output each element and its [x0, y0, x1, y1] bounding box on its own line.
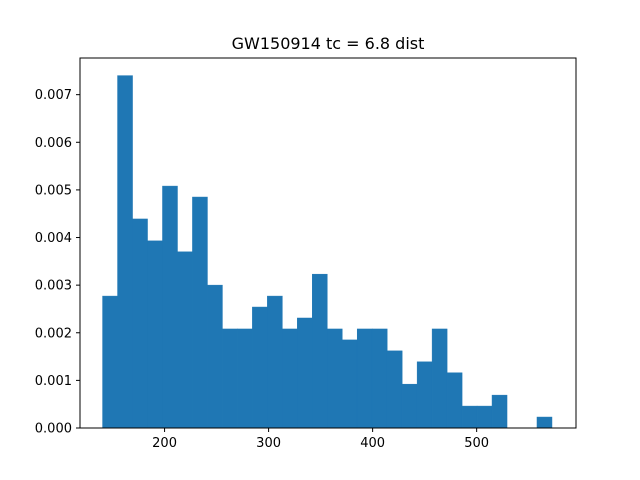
- histogram-bar: [267, 295, 283, 429]
- histogram-bar: [252, 306, 268, 429]
- histogram-bar: [476, 405, 493, 429]
- x-tick-label: 400: [360, 436, 385, 451]
- histogram-bar: [371, 328, 388, 429]
- histogram-bar: [237, 328, 253, 429]
- histogram-bar: [342, 339, 358, 429]
- histogram-bar: [312, 273, 328, 429]
- histogram-bar: [297, 317, 313, 429]
- histogram-bar: [282, 328, 298, 429]
- histogram-bar: [536, 416, 553, 429]
- histogram-bar: [192, 196, 208, 429]
- x-tick-label: 500: [464, 436, 489, 451]
- plot-area-frame: [79, 57, 577, 429]
- histogram-bar: [356, 328, 373, 429]
- histogram-bar: [401, 383, 418, 429]
- y-tick-label: 0.003: [35, 279, 72, 294]
- histogram-bar: [327, 328, 343, 429]
- histogram-bar: [491, 394, 508, 429]
- histogram-bar: [222, 328, 238, 429]
- histogram-bar: [461, 405, 478, 429]
- y-tick-label: 0.002: [35, 326, 72, 341]
- y-axis-ticks: 0.000 0.001 0.002 0.003 0.004 0.005 0.006 0.007: [35, 88, 80, 437]
- y-tick-label: 0.001: [35, 374, 72, 389]
- histogram-bar: [177, 251, 193, 429]
- histogram-bar: [162, 185, 178, 429]
- histogram-bar: [147, 240, 163, 429]
- x-tick-label: 300: [256, 436, 281, 451]
- histogram-bar: [446, 372, 463, 429]
- histogram-bars: [102, 75, 553, 429]
- histogram-bar: [416, 361, 433, 429]
- histogram-bar: [132, 218, 148, 429]
- histogram-bar: [386, 350, 403, 429]
- y-tick-label: 0.000: [35, 422, 72, 437]
- chart-title: GW150914 tc = 6.8 dist: [232, 34, 425, 53]
- histogram-bar: [207, 284, 223, 429]
- y-tick-label: 0.007: [35, 88, 72, 103]
- x-axis-ticks: 200 300 400 500: [152, 428, 489, 451]
- histogram-bar: [102, 295, 118, 429]
- y-tick-label: 0.005: [35, 183, 72, 198]
- histogram-bar: [431, 328, 448, 429]
- x-tick-label: 200: [152, 436, 177, 451]
- y-tick-label: 0.006: [35, 136, 72, 151]
- y-tick-label: 0.004: [35, 231, 72, 246]
- histogram-bar: [117, 75, 133, 429]
